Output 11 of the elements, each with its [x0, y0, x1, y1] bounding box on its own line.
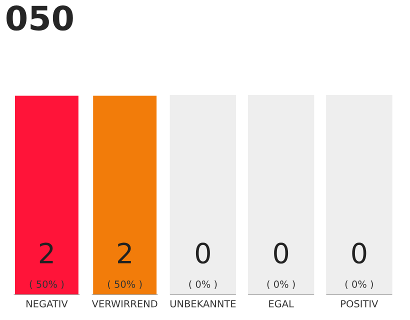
- data-label: 0 ( 0% ): [267, 242, 295, 290]
- data-label: 2 ( 50% ): [108, 242, 142, 290]
- chart-title: 050: [6, 5, 73, 31]
- x-tick-label: POSITIV: [341, 300, 378, 308]
- data-label: 0 ( 0% ): [189, 242, 217, 290]
- x-tick-label: NEGATIV: [26, 300, 68, 308]
- x-tick-label: VERWIRREND: [92, 300, 158, 308]
- data-label: 2 ( 50% ): [30, 242, 64, 290]
- x-tick-label: EGAL: [269, 300, 294, 308]
- data-label: 0 ( 0% ): [345, 242, 373, 290]
- x-tick-label: UNBEKANNTE: [170, 300, 236, 308]
